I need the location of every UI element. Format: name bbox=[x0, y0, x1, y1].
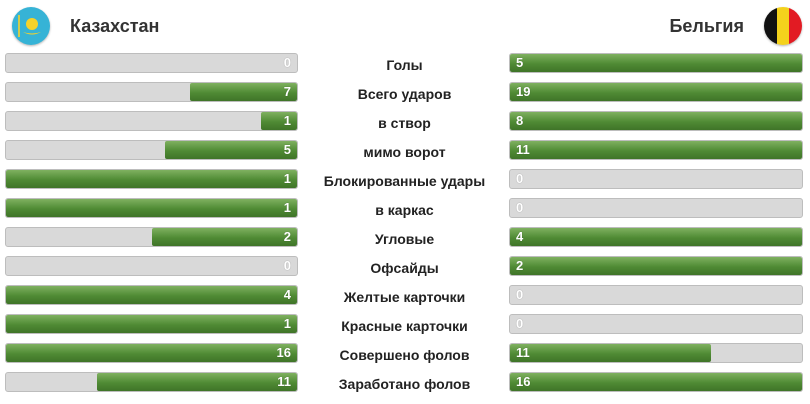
belgium-flag-icon bbox=[764, 7, 802, 45]
stat-label: Голы bbox=[386, 57, 423, 73]
match-header: Казахстан Бельгия bbox=[0, 0, 810, 52]
away-stat-fill bbox=[510, 344, 711, 362]
home-stat-fill bbox=[164, 141, 297, 159]
home-stat-fill bbox=[6, 315, 297, 333]
home-stat-fill bbox=[6, 170, 297, 188]
home-stat-value: 2 bbox=[283, 229, 291, 244]
home-stat-fill bbox=[189, 83, 297, 101]
home-stat-bar: 1 bbox=[5, 198, 298, 218]
away-stat-fill bbox=[510, 373, 802, 391]
home-stat-value: 1 bbox=[283, 171, 291, 186]
stats-table: 0 Голы 5 7 Всего ударов 19 1 в створ 8 5 мимо воро… bbox=[0, 51, 810, 399]
away-stat-value: 16 bbox=[516, 374, 531, 389]
home-stat-value: 0 bbox=[283, 55, 291, 70]
away-stat-value: 11 bbox=[516, 345, 530, 360]
away-stat-bar: 19 bbox=[509, 82, 803, 102]
away-stat-value: 0 bbox=[516, 316, 524, 331]
away-stat-bar: 5 bbox=[509, 53, 803, 73]
away-stat-bar: 0 bbox=[509, 314, 803, 334]
home-stat-bar: 1 bbox=[5, 169, 298, 189]
away-stat-bar: 0 bbox=[509, 198, 803, 218]
away-stat-value: 5 bbox=[516, 55, 524, 70]
stat-row: 2 Угловые 4 bbox=[0, 225, 810, 254]
kazakhstan-flag-icon bbox=[12, 7, 50, 45]
stat-label: Угловые bbox=[374, 231, 435, 247]
away-stat-bar: 8 bbox=[509, 111, 803, 131]
home-stat-value: 16 bbox=[276, 345, 291, 360]
stat-row: 7 Всего ударов 19 bbox=[0, 80, 810, 109]
home-team-name: Казахстан bbox=[70, 15, 160, 36]
away-stat-value: 2 bbox=[516, 258, 524, 273]
home-stat-bar: 1 bbox=[5, 111, 298, 131]
away-stat-fill bbox=[510, 228, 802, 246]
stat-row: 1 в створ 8 bbox=[0, 109, 810, 138]
home-team: Казахстан bbox=[12, 6, 159, 46]
away-stat-value: 19 bbox=[516, 84, 531, 99]
home-stat-bar: 0 bbox=[5, 256, 298, 276]
away-stat-fill bbox=[510, 112, 802, 130]
home-stat-bar: 16 bbox=[5, 343, 298, 363]
away-stat-bar: 4 bbox=[509, 227, 803, 247]
stat-row: 1 Блокированные удары 0 bbox=[0, 167, 810, 196]
stat-label: мимо ворот bbox=[363, 144, 446, 160]
home-stat-bar: 5 bbox=[5, 140, 298, 160]
stat-label: Заработано фолов bbox=[338, 376, 471, 392]
home-stat-fill bbox=[151, 228, 297, 246]
away-stat-value: 0 bbox=[516, 171, 524, 186]
away-stat-value: 11 bbox=[516, 142, 530, 157]
home-stat-value: 1 bbox=[283, 316, 291, 331]
home-stat-bar: 7 bbox=[5, 82, 298, 102]
stat-row: 16 Совершено фолов 11 bbox=[0, 341, 810, 370]
stat-row: 11 Заработано фолов 16 bbox=[0, 370, 810, 399]
away-stat-fill bbox=[510, 257, 802, 275]
away-stat-fill bbox=[510, 83, 802, 101]
home-stat-bar: 4 bbox=[5, 285, 298, 305]
away-stat-value: 0 bbox=[516, 287, 524, 302]
away-stat-bar: 0 bbox=[509, 285, 803, 305]
home-stat-fill bbox=[260, 112, 297, 130]
home-stat-bar: 1 bbox=[5, 314, 298, 334]
away-stat-fill bbox=[510, 54, 802, 72]
home-stat-value: 7 bbox=[283, 84, 291, 99]
away-team-name: Бельгия bbox=[669, 15, 744, 36]
home-stat-bar: 11 bbox=[5, 372, 298, 392]
home-stat-fill bbox=[6, 286, 297, 304]
away-stat-bar: 11 bbox=[509, 343, 803, 363]
stat-row: 0 Офсайды 2 bbox=[0, 254, 810, 283]
away-stat-value: 0 bbox=[516, 200, 524, 215]
stat-label: Желтые карточки bbox=[343, 289, 466, 305]
home-stat-value: 4 bbox=[283, 287, 291, 302]
home-stat-fill bbox=[6, 199, 297, 217]
home-stat-value: 5 bbox=[283, 142, 291, 157]
stat-label: Блокированные удары bbox=[323, 173, 486, 189]
stat-label: в каркас bbox=[375, 202, 434, 218]
away-stat-fill bbox=[510, 141, 802, 159]
stat-row: 1 Красные карточки 0 bbox=[0, 312, 810, 341]
away-stat-bar: 2 bbox=[509, 256, 803, 276]
stat-label: Всего ударов bbox=[357, 86, 452, 102]
home-stat-value: 0 bbox=[283, 258, 291, 273]
away-stat-value: 4 bbox=[516, 229, 524, 244]
away-stat-bar: 11 bbox=[509, 140, 803, 160]
home-stat-bar: 2 bbox=[5, 227, 298, 247]
away-stat-bar: 0 bbox=[509, 169, 803, 189]
home-stat-fill bbox=[6, 344, 297, 362]
away-stat-bar: 16 bbox=[509, 372, 803, 392]
stat-label: Красные карточки bbox=[341, 318, 468, 334]
home-stat-value: 1 bbox=[283, 200, 291, 215]
stat-row: 1 в каркас 0 bbox=[0, 196, 810, 225]
away-team: Бельгия bbox=[669, 6, 802, 46]
home-stat-value: 1 bbox=[283, 113, 291, 128]
stat-row: 4 Желтые карточки 0 bbox=[0, 283, 810, 312]
stat-label: Офсайды bbox=[370, 260, 439, 276]
away-stat-value: 8 bbox=[516, 113, 524, 128]
home-stat-value: 11 bbox=[277, 374, 291, 389]
home-stat-fill bbox=[96, 373, 297, 391]
stat-row: 0 Голы 5 bbox=[0, 51, 810, 80]
home-stat-bar: 0 bbox=[5, 53, 298, 73]
stat-label: в створ bbox=[378, 115, 431, 131]
stat-row: 5 мимо ворот 11 bbox=[0, 138, 810, 167]
stat-label: Совершено фолов bbox=[339, 347, 470, 363]
